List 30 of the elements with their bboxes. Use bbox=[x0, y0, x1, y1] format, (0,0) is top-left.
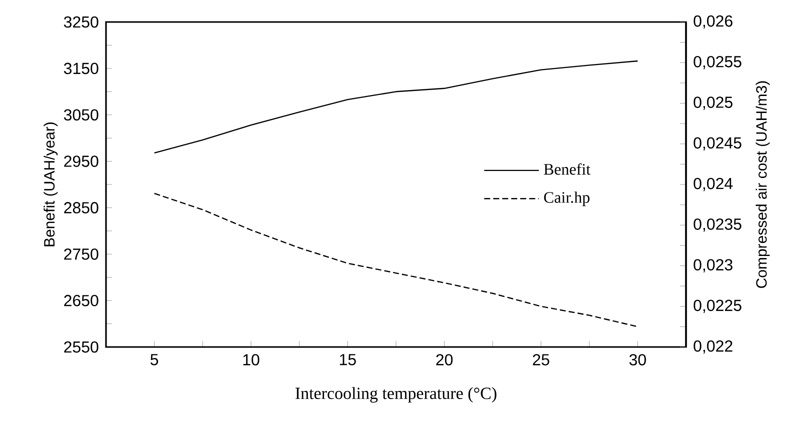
x-tick-label: 25 bbox=[532, 354, 550, 366]
y-tick-label: 3050 bbox=[64, 109, 98, 121]
line-series bbox=[154, 60, 638, 154]
x-axis-title: Intercooling temperature (°C) bbox=[296, 387, 496, 403]
x-tick-label: 20 bbox=[436, 354, 453, 366]
y-tick-label: 2950 bbox=[64, 156, 98, 167]
x-tick-label: 15 bbox=[340, 354, 356, 366]
legend-label: Cair.hp bbox=[544, 192, 590, 206]
x-tick-label: 10 bbox=[243, 354, 260, 366]
y2-tick-label: 0,026 bbox=[694, 15, 732, 29]
y2-tick-label: 0,0245 bbox=[694, 137, 742, 150]
y-axis-title: Benefit (UAH/year) bbox=[44, 122, 58, 246]
y2-tick-label: 0,025 bbox=[694, 96, 732, 110]
y-tick-label: 3250 bbox=[64, 16, 98, 28]
y2-axis-title: Compressed air cost (UAH/m3) bbox=[756, 81, 770, 288]
line-series bbox=[154, 192, 638, 328]
legend-label: Benefit bbox=[544, 163, 590, 175]
y-tick-label: 2850 bbox=[64, 202, 98, 214]
y2-tick-label: 0,0255 bbox=[694, 56, 742, 70]
y2-tick-label: 0,024 bbox=[694, 178, 733, 192]
x-tick-label: 30 bbox=[629, 354, 646, 366]
y2-tick-label: 0,0235 bbox=[694, 218, 742, 232]
y-tick-label: 2550 bbox=[64, 341, 98, 353]
y2-tick-label: 0,022 bbox=[694, 340, 732, 354]
y-tick-label: 2750 bbox=[64, 248, 98, 260]
y-tick-label: 3150 bbox=[64, 62, 98, 74]
y2-tick-label: 0,0225 bbox=[694, 300, 742, 313]
x-tick-label: 5 bbox=[150, 354, 158, 366]
y2-tick-label: 0,023 bbox=[694, 259, 732, 272]
y-tick-label: 2650 bbox=[64, 294, 98, 306]
